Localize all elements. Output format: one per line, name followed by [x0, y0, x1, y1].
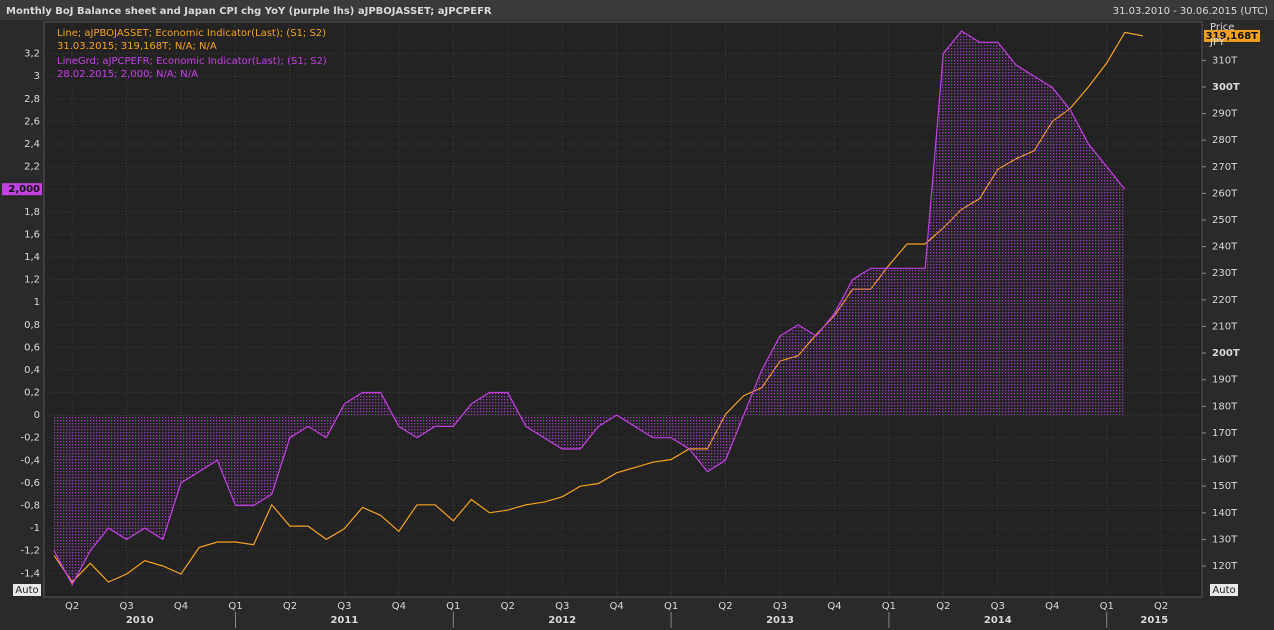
- y-tick-label: -1,2: [20, 546, 40, 557]
- y-tick-label: 0,8: [24, 320, 40, 331]
- x-tick-label: Q1: [1100, 601, 1114, 612]
- legend-entry: Line; aJPBOJASSET; Economic Indicator(La…: [57, 28, 326, 39]
- y2-tick-label: 300T: [1212, 82, 1240, 93]
- y-tick-label: 2,2: [24, 162, 40, 173]
- y2-tick-label: 170T: [1212, 428, 1238, 439]
- y-tick-label: -1: [30, 523, 40, 534]
- y2-tick-label: 120T: [1212, 561, 1238, 572]
- year-label: 2014: [984, 615, 1012, 626]
- year-label: 2013: [766, 615, 794, 626]
- scale-mode[interactable]: Auto: [1212, 585, 1235, 596]
- y-tick-label: 1,2: [24, 275, 40, 286]
- y2-tick-label: 190T: [1212, 375, 1238, 386]
- y-tick-label: 3,2: [24, 49, 40, 60]
- x-tick-label: Q2: [718, 601, 732, 612]
- scale-mode[interactable]: Auto: [15, 585, 38, 596]
- y-tick-label: 1,6: [24, 229, 40, 240]
- series-line: [53, 30, 1126, 586]
- date-range: 31.03.2010 - 30.06.2015 (UTC): [1113, 6, 1268, 17]
- x-tick-label: Q1: [446, 601, 460, 612]
- y2-tick-label: 150T: [1212, 481, 1238, 492]
- y2-tick-label: 270T: [1212, 162, 1238, 173]
- x-tick-label: Q4: [174, 601, 188, 612]
- y2-unit: JPY: [1209, 37, 1226, 48]
- x-tick-label: Q3: [555, 601, 569, 612]
- x-tick-label: Q3: [337, 601, 351, 612]
- area: [54, 31, 1125, 585]
- y-tick-label: 0,6: [24, 342, 40, 353]
- y-tick-label: -1,4: [20, 568, 40, 579]
- auto-box[interactable]: [1210, 584, 1238, 596]
- y2-tick-label: 220T: [1212, 295, 1238, 306]
- y2-tick-label: 280T: [1212, 135, 1238, 146]
- last-value-box: [1204, 29, 1260, 42]
- y2-tick-label: 180T: [1212, 401, 1238, 412]
- x-tick-label: Q2: [936, 601, 950, 612]
- x-tick-label: Q3: [119, 601, 133, 612]
- x-tick-label: Q2: [65, 601, 79, 612]
- y-tick-label: -0,4: [20, 455, 40, 466]
- x-tick-label: Q2: [1154, 601, 1168, 612]
- x-tick-label: Q2: [501, 601, 515, 612]
- y2-tick-label: 230T: [1212, 268, 1238, 279]
- x-tick-label: Q4: [392, 601, 406, 612]
- year-label: 2010: [126, 615, 154, 626]
- y2-tick-label: 200T: [1212, 348, 1240, 359]
- y2-tick-label: 240T: [1212, 242, 1238, 253]
- y-tick-label: -0,8: [20, 500, 40, 511]
- x-tick-label: Q3: [773, 601, 787, 612]
- y-tick-label: 0,4: [24, 365, 40, 376]
- y-tick-label: 2,8: [24, 94, 40, 105]
- legend-entry: LineGrd; aJPCPEFR; Economic Indicator(La…: [57, 56, 327, 67]
- x-tick-label: Q1: [882, 601, 896, 612]
- last-value-box: [2, 183, 42, 196]
- y2-title: Price: [1210, 22, 1234, 33]
- header-bar: [0, 0, 1274, 20]
- y-tick-label: 2,4: [24, 139, 40, 150]
- x-tick-label: Q1: [664, 601, 678, 612]
- x-tick-label: Q1: [228, 601, 242, 612]
- last-value-label: 319,168T: [1206, 31, 1259, 42]
- x-tick-label: Q4: [610, 601, 624, 612]
- x-tick-label: Q2: [283, 601, 297, 612]
- y2-tick-label: 160T: [1212, 455, 1238, 466]
- y2-tick-label: 140T: [1212, 508, 1238, 519]
- legend-detail: 28.02.2015; 2,000; N/A; N/A: [57, 69, 198, 80]
- year-label: 2015: [1140, 615, 1168, 626]
- y2-tick-label: 210T: [1212, 321, 1238, 332]
- x-tick-label: Q4: [827, 601, 841, 612]
- y-tick-label: 1: [34, 297, 40, 308]
- x-tick-label: Q4: [1045, 601, 1059, 612]
- legend-detail: 31.03.2015; 319,168T; N/A; N/A: [57, 41, 217, 52]
- y-tick-label: 0: [34, 410, 40, 421]
- y2-tick-label: 130T: [1212, 534, 1238, 545]
- y-tick-label: 1,4: [24, 252, 40, 263]
- y2-tick-label: 310T: [1212, 55, 1238, 66]
- y-tick-label: 0,2: [24, 388, 40, 399]
- auto-box[interactable]: [13, 584, 41, 596]
- y-tick-label: -0,6: [20, 478, 40, 489]
- y-tick-label: 1,8: [24, 207, 40, 218]
- y-tick-label: 2,6: [24, 116, 40, 127]
- y2-tick-label: 260T: [1212, 188, 1238, 199]
- x-tick-label: Q3: [991, 601, 1005, 612]
- year-label: 2012: [548, 615, 576, 626]
- y2-tick-label: 250T: [1212, 215, 1238, 226]
- y2-tick-label: 290T: [1212, 109, 1238, 120]
- last-value-label: 2,000: [8, 184, 40, 195]
- y-tick-label: -0,2: [20, 433, 40, 444]
- year-label: 2011: [330, 615, 358, 626]
- chart-title: Monthly BoJ Balance sheet and Japan CPI …: [6, 6, 492, 17]
- y-tick-label: 3: [34, 71, 40, 82]
